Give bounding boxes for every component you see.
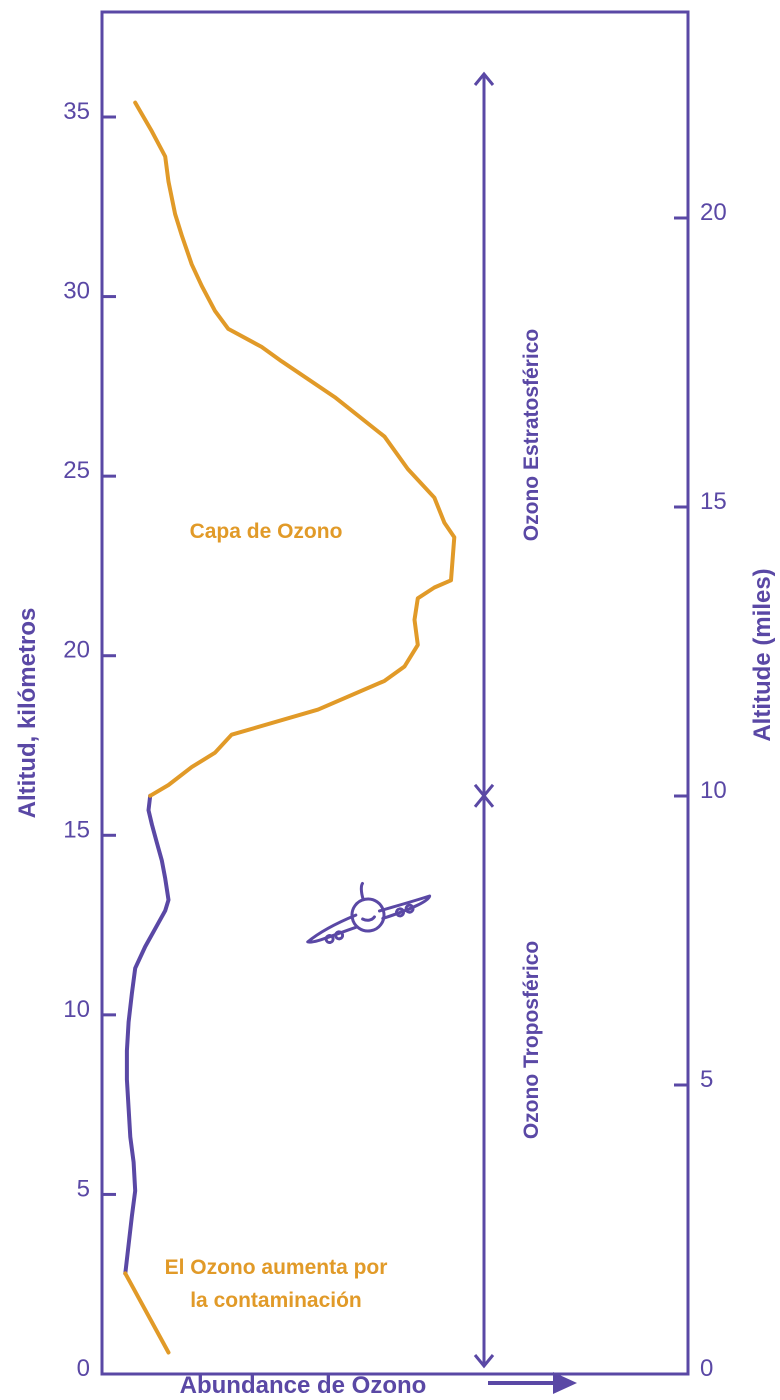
stratospheric-ozone-line <box>133 100 457 798</box>
right-tick-label: 20 <box>700 199 727 226</box>
ozone-series <box>123 100 457 1355</box>
airplane-icon <box>306 881 432 945</box>
chart-frame <box>100 10 690 1376</box>
pollution-increase-line <box>123 1271 171 1355</box>
left-tick-label: 0 <box>77 1355 90 1382</box>
left-tick-label: 5 <box>77 1175 90 1202</box>
left-tick-label: 20 <box>63 637 90 664</box>
stratospheric-arrow-head-top <box>473 71 495 86</box>
x-axis-title: Abundance de Ozono <box>180 1372 427 1395</box>
right-axis-ticks: 0 5 10 15 20 <box>674 199 727 1382</box>
tropospheric-arrow-head-top <box>473 793 495 808</box>
stratospheric-label: Ozono Estratosférico <box>520 329 543 541</box>
tropospheric-arrow-head-bottom <box>473 1354 495 1369</box>
pollution-label-line1: El Ozono aumenta por <box>165 1256 388 1279</box>
y-axis-title-right: Altitude (miles) <box>749 568 776 741</box>
left-axis-ticks: 0 5 10 15 20 25 30 35 <box>63 98 116 1382</box>
tropospheric-label: Ozono Troposférico <box>520 941 543 1139</box>
right-tick-label: 10 <box>700 777 727 804</box>
right-tick-label: 0 <box>700 1355 713 1382</box>
x-axis-arrow <box>488 1372 577 1394</box>
pollution-label-line2: la contaminación <box>190 1289 362 1312</box>
left-tick-label: 30 <box>63 278 90 305</box>
ozone-range-markers <box>473 71 495 1369</box>
left-tick-label: 10 <box>63 996 90 1023</box>
right-tick-label: 15 <box>700 488 727 515</box>
left-tick-label: 35 <box>63 98 90 125</box>
y-axis-title-left: Altitud, kilómetros <box>14 608 41 819</box>
tropospheric-ozone-line <box>123 793 171 1276</box>
right-tick-label: 5 <box>700 1066 713 1093</box>
left-tick-label: 25 <box>63 457 90 484</box>
ozone-layer-label: Capa de Ozono <box>190 520 343 543</box>
left-tick-label: 15 <box>63 816 90 843</box>
